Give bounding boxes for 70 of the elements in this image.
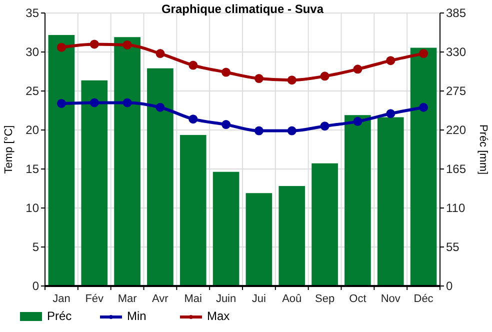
- x-tick-label: Sep: [315, 293, 335, 305]
- bar: [147, 68, 174, 286]
- point: [156, 102, 165, 112]
- bar: [212, 172, 240, 286]
- y-tick-label: 0: [32, 279, 40, 294]
- point: [419, 102, 428, 112]
- bar: [344, 115, 371, 286]
- point: [56, 98, 66, 108]
- x-tick-label: Nov: [380, 293, 401, 305]
- chart-title: Graphique climatique - Suva: [161, 2, 324, 16]
- y-tick-label: 15: [26, 162, 40, 176]
- bar: [410, 48, 437, 286]
- point: [222, 68, 231, 77]
- point: [287, 126, 296, 136]
- y-axis-title: Temp [°C]: [3, 125, 15, 174]
- point: [222, 120, 231, 130]
- point: [90, 40, 99, 49]
- point: [254, 126, 264, 136]
- bar: [81, 80, 108, 286]
- y-tick-label: 5: [32, 240, 40, 254]
- point: [90, 98, 99, 108]
- x-tick-label: Déc: [414, 293, 434, 305]
- y-tick-label: 35: [26, 6, 40, 20]
- point: [353, 116, 362, 126]
- y-tick-label: 25: [26, 84, 40, 98]
- point: [254, 74, 264, 84]
- bar: [312, 163, 338, 286]
- point: [156, 49, 165, 58]
- point: [122, 98, 132, 108]
- y2-tick-label: 275: [446, 84, 466, 98]
- point: [353, 64, 362, 74]
- bar: [114, 37, 140, 286]
- point: [188, 114, 198, 124]
- y2-tick-label: 220: [446, 123, 466, 138]
- y2-tick-label: 0: [446, 279, 453, 294]
- point: [320, 72, 330, 81]
- y2-tick-label: 330: [446, 45, 466, 60]
- point: [386, 109, 396, 118]
- bar: [377, 117, 404, 286]
- bar: [246, 193, 272, 286]
- y-tick-label: 20: [26, 123, 40, 138]
- y-tick-label: 10: [26, 201, 40, 216]
- x-tick-label: Mai: [184, 293, 202, 305]
- y2-tick-label: 55: [446, 240, 460, 254]
- y2-tick-label: 165: [446, 162, 466, 176]
- y2-axis-title: Préc [mm]: [477, 124, 489, 175]
- x-tick-label: Oct: [349, 293, 366, 305]
- point: [386, 56, 396, 66]
- x-tick-label: Mar: [118, 293, 138, 305]
- x-tick-label: Juin: [216, 293, 236, 305]
- point: [287, 76, 296, 85]
- y2-tick-label: 385: [446, 6, 466, 20]
- y2-tick-label: 110: [446, 201, 466, 216]
- x-tick-label: Aoû: [282, 293, 302, 305]
- x-tick-label: Avr: [152, 293, 169, 305]
- bar: [180, 134, 206, 286]
- legend-label: Max: [207, 309, 230, 323]
- point: [320, 122, 330, 131]
- bar: [48, 34, 75, 286]
- legend-label: Min: [127, 309, 146, 323]
- x-tick-label: Fév: [85, 293, 104, 305]
- bar: [278, 186, 306, 286]
- point: [122, 40, 132, 50]
- point: [56, 42, 66, 52]
- y-tick-label: 30: [26, 45, 40, 60]
- legend-label: Préc: [47, 309, 72, 323]
- x-tick-label: Jui: [252, 293, 266, 305]
- point: [188, 60, 198, 70]
- x-tick-label: Jan: [52, 293, 70, 305]
- point: [419, 49, 428, 58]
